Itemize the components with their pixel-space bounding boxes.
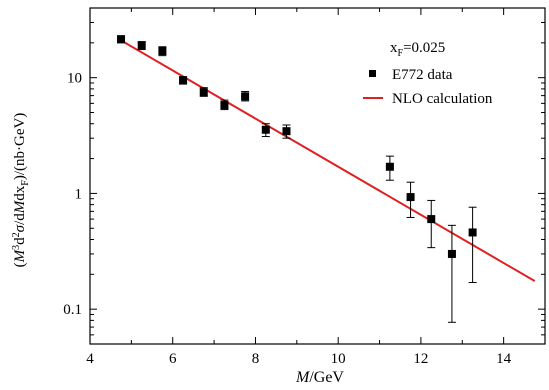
x-tick-label: 12 [413, 351, 428, 367]
axis-ticks: 4 6 8 10 12 14 0.1 1 10 [63, 7, 546, 367]
x-axis-label: M/GeV [295, 369, 344, 386]
annotation-xf: xF=0.025 [390, 40, 445, 59]
e772-data-point [158, 47, 167, 56]
plot-area-border [89, 7, 546, 345]
e772-data-point [117, 35, 126, 44]
annotation-xf-value: =0.025 [403, 40, 445, 56]
legend: E772 data NLO calculation [363, 67, 493, 107]
e772-data-point [468, 228, 477, 237]
x-tick-label: 8 [252, 351, 260, 367]
e772-data-point [137, 41, 146, 50]
e772-data-point [261, 125, 270, 134]
y-tick-label: 10 [67, 71, 82, 87]
e772-data-point [282, 127, 291, 136]
e772-data-point [447, 249, 456, 258]
e772-data-point [385, 162, 394, 171]
x-tick-label: 10 [331, 351, 346, 367]
legend-label-nlo: NLO calculation [392, 91, 493, 107]
y-tick-label: 0.1 [63, 302, 82, 318]
legend-label-e772: E772 data [392, 67, 453, 83]
nlo-calculation-line [120, 39, 536, 282]
data-layer [117, 35, 536, 323]
e772-data-point [427, 215, 436, 224]
e772-data-point [220, 101, 229, 110]
e772-data-point [406, 193, 415, 202]
x-tick-label: 4 [86, 351, 94, 367]
e772-data-point [199, 88, 208, 97]
y-axis-label: (M3d2σ/dMdxF)/(nb·GeV) [11, 113, 31, 268]
e772-data-point [179, 76, 188, 85]
x-tick-label: 14 [496, 351, 512, 367]
y-tick-label: 1 [75, 186, 83, 202]
x-tick-label: 6 [169, 351, 177, 367]
legend-marker-e772 [369, 70, 376, 77]
plot-frame [89, 7, 546, 345]
e772-data-point [241, 92, 250, 101]
